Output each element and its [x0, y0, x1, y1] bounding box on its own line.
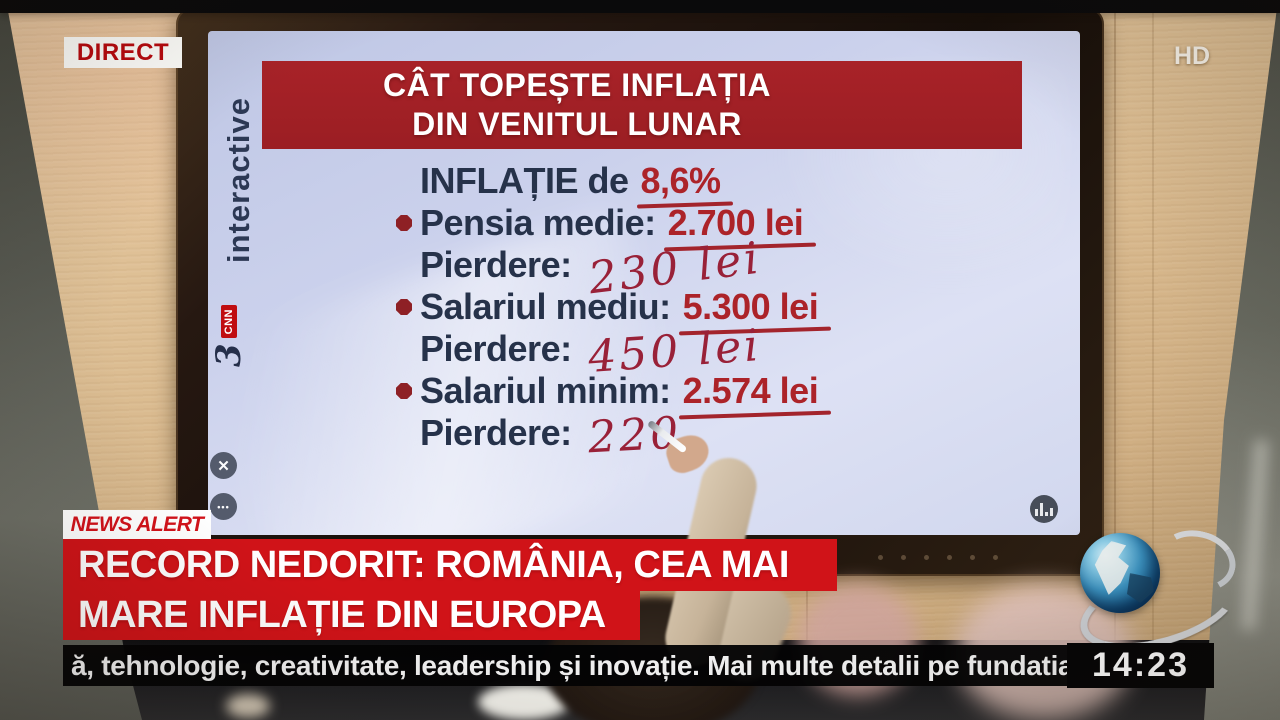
stat-line-loss-min-salary: Pierdere: 220 — [396, 407, 818, 463]
stat-label: Pierdere: — [420, 244, 572, 285]
screen-title-line1: CÂT TOPEȘTE INFLAȚIA — [382, 67, 772, 103]
bullet-icon — [396, 299, 412, 315]
wood-seam — [1114, 0, 1116, 720]
antena3-globe-logo — [1070, 522, 1248, 666]
stat-label: Salariul minim: — [420, 370, 671, 411]
top-letterbox-strip — [0, 0, 1280, 13]
headline-line1: RECORD NEDORIT: ROMÂNIA, CEA MAI — [63, 539, 837, 591]
close-icon[interactable]: ✕ — [210, 452, 237, 479]
stat-line-min-salary: Salariul minim: 2.574 lei — [396, 370, 819, 412]
antena3-mark: 3 — [209, 343, 249, 368]
bullet-icon — [396, 383, 412, 399]
light-reflection — [226, 694, 270, 718]
stat-line-loss-pension: Pierdere: 230 lei — [396, 232, 818, 304]
more-icon[interactable]: ••• — [210, 493, 237, 520]
touchscreen-display: interactive 3 CNN CÂT TOPEȘTE INFLAȚIA D… — [208, 31, 1080, 535]
whiteboard-app-icon[interactable] — [1030, 495, 1058, 523]
stat-line-avg-salary: Salariul mediu: 5.300 lei — [396, 286, 819, 328]
news-ticker: ă, tehnologie, creativitate, leadership … — [63, 645, 1067, 686]
stat-label: INFLAȚIE de — [420, 160, 629, 201]
screen-title-banner: CÂT TOPEȘTE INFLAȚIA DIN VENITUL LUNAR — [262, 61, 1022, 149]
stat-label: Pierdere: — [420, 328, 572, 369]
clock: 14:23 — [1067, 643, 1214, 688]
stat-value: 8,6% — [640, 160, 722, 201]
wood-seam — [1152, 0, 1154, 720]
stat-label: Pierdere: — [420, 412, 572, 453]
stat-value: 2.700 lei — [667, 202, 804, 243]
headline-line2: MARE INFLAȚIE DIN EUROPA — [63, 591, 640, 640]
stat-line-loss-avg-salary: Pierdere: 450 lei — [396, 320, 818, 383]
globe-continent — [1127, 573, 1154, 603]
stat-line-inflation: INFLAȚIE de 8,6% — [396, 160, 818, 202]
news-alert-kicker: NEWS ALERT — [63, 510, 211, 539]
stat-label: Salariul mediu: — [420, 286, 671, 327]
stat-line-pension: Pensia medie: 2.700 lei — [396, 202, 818, 244]
globe-icon — [1080, 533, 1160, 613]
stat-label: Pensia medie: — [420, 202, 656, 243]
brand-interactive-vertical: interactive — [221, 96, 256, 264]
screen-title-line2: DIN VENITUL LUNAR — [412, 106, 742, 142]
bullet-icon — [396, 215, 412, 231]
antena3-cnn-lockup: 3 CNN — [209, 288, 249, 384]
live-badge: DIRECT — [64, 37, 182, 68]
tv-control-buttons — [878, 555, 1008, 561]
cnn-badge: CNN — [221, 305, 237, 339]
stat-value: 5.300 lei — [682, 286, 819, 327]
hd-badge: HD — [1174, 42, 1211, 70]
inflation-stats: INFLAȚIE de 8,6% Pensia medie: 2.700 lei… — [396, 160, 819, 463]
stat-value: 2.574 lei — [682, 370, 819, 411]
